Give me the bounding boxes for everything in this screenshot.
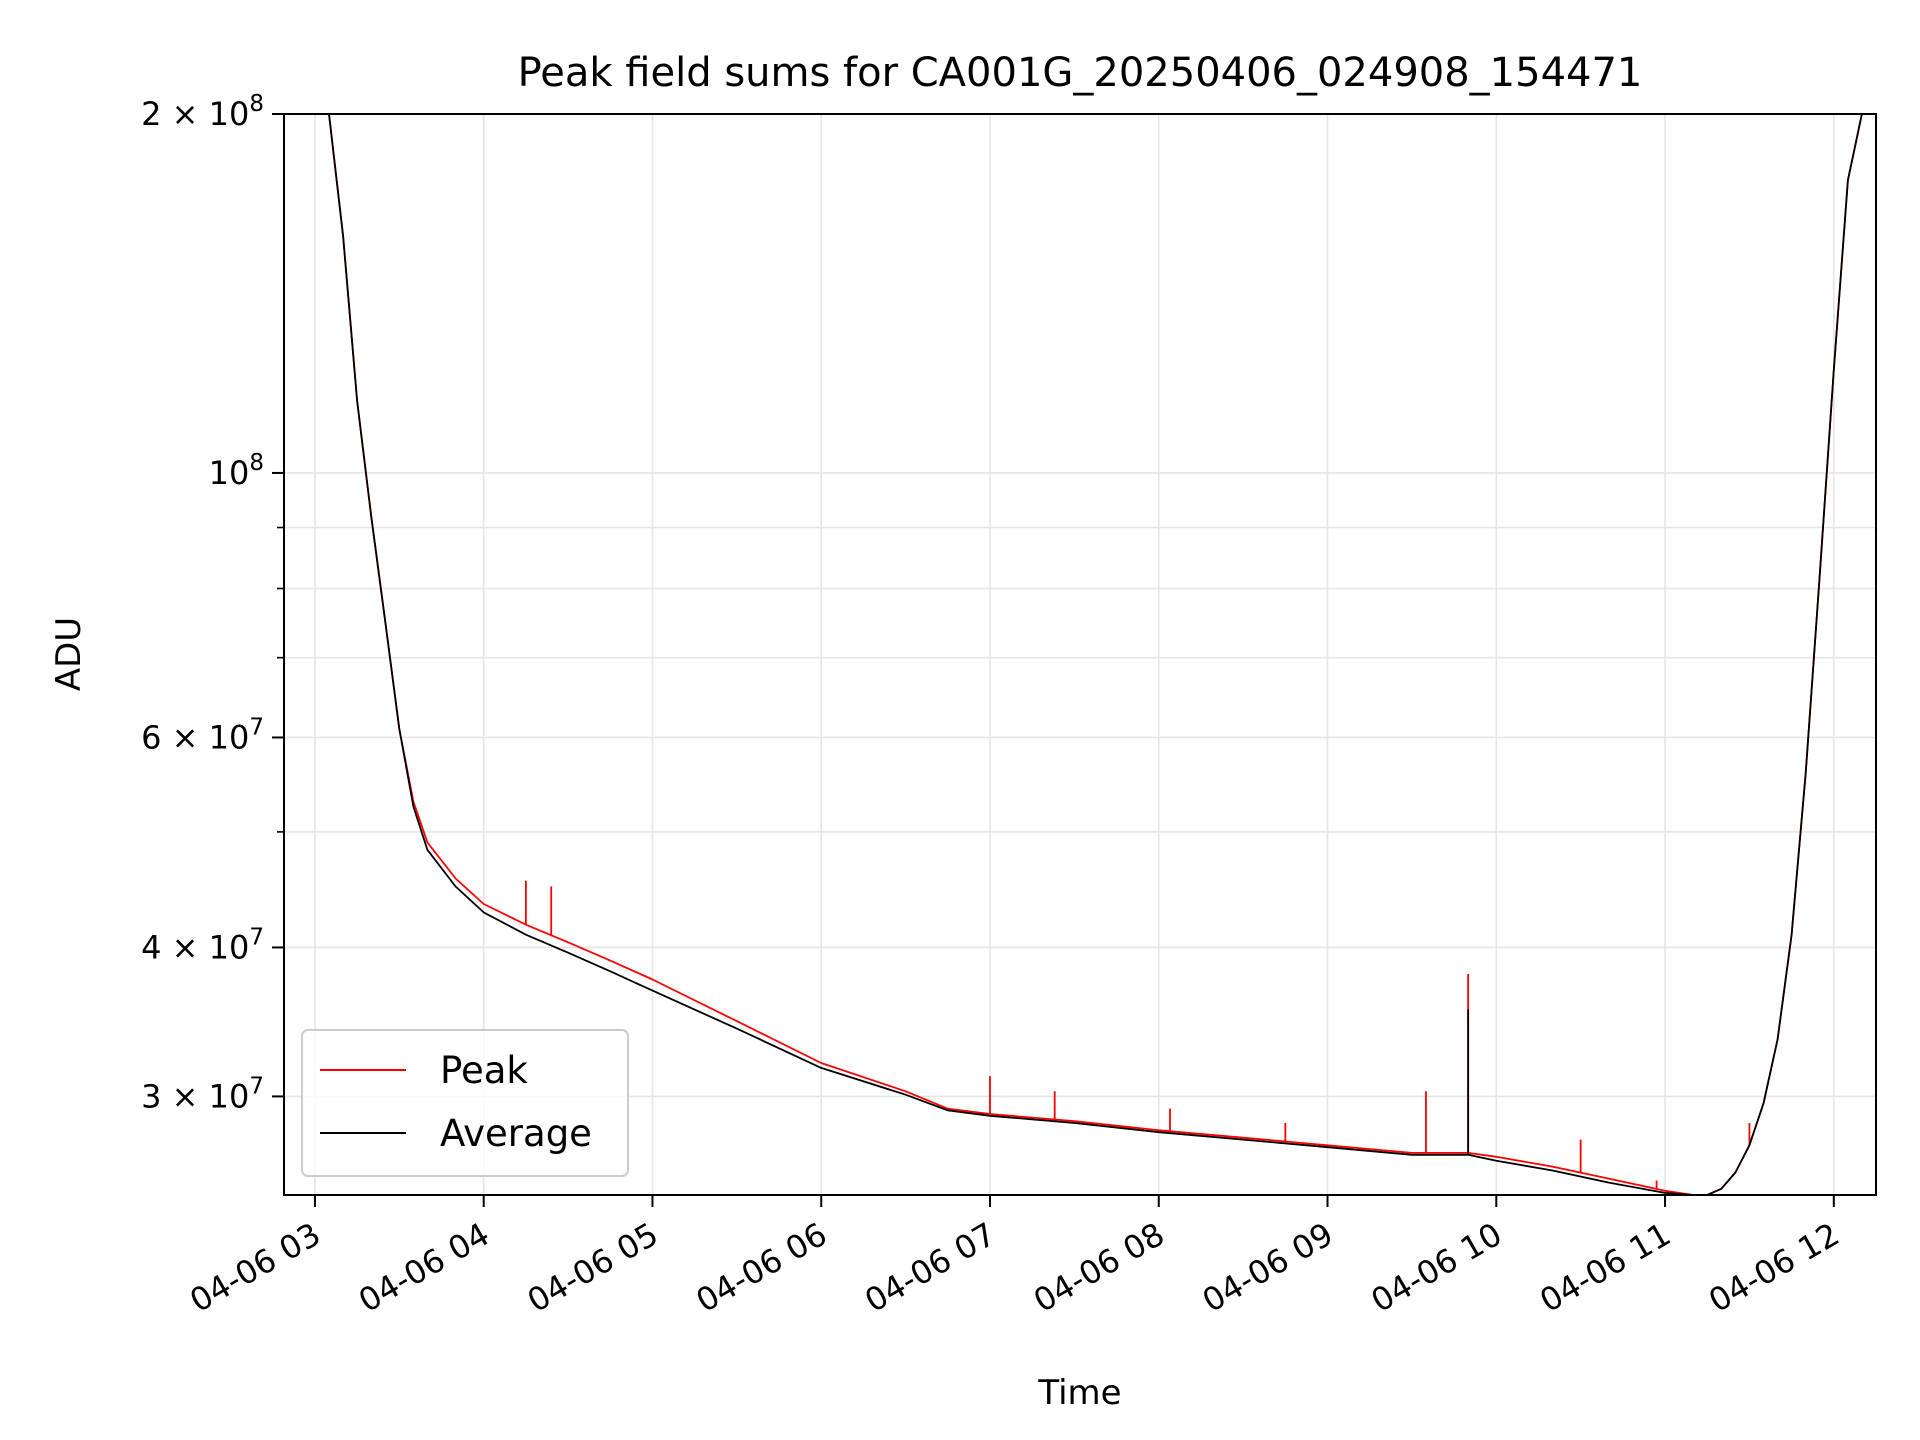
- y-tick-exponent: 7: [249, 714, 264, 740]
- y-tick-label: 2 × 108: [141, 91, 264, 133]
- y-tick-mantissa: 3: [141, 1077, 161, 1115]
- y-tick-label: 3 × 107: [141, 1073, 264, 1115]
- legend-label-average: Average: [440, 1112, 592, 1155]
- x-axis-label: Time: [1037, 1373, 1121, 1413]
- y-tick-exponent: 8: [249, 450, 264, 476]
- plot-frame: [283, 113, 1877, 1196]
- y-tick-label: 6 × 107: [141, 714, 264, 756]
- y-tick-exponent: 7: [249, 1073, 264, 1099]
- y-tick-exponent: 8: [249, 91, 264, 117]
- y-tick-mantissa: 2: [141, 95, 161, 133]
- y-tick-mantissa: 4: [141, 928, 161, 966]
- legend: Peak Average: [301, 1029, 629, 1177]
- y-axis-label: ADU: [49, 617, 89, 691]
- series-line-average: [309, 114, 1876, 1195]
- legend-box: [301, 1029, 629, 1177]
- y-tick-exponent: 7: [249, 924, 264, 950]
- y-tick-label: 4 × 107: [141, 924, 264, 966]
- legend-label-peak: Peak: [440, 1049, 528, 1092]
- series-average: [309, 114, 1876, 1195]
- chart-title: Peak field sums for CA001G_20250406_0249…: [518, 50, 1643, 96]
- y-tick-label: 108: [209, 450, 264, 492]
- series-layer: [309, 114, 1876, 1195]
- y-tick-mantissa: 6: [141, 718, 161, 756]
